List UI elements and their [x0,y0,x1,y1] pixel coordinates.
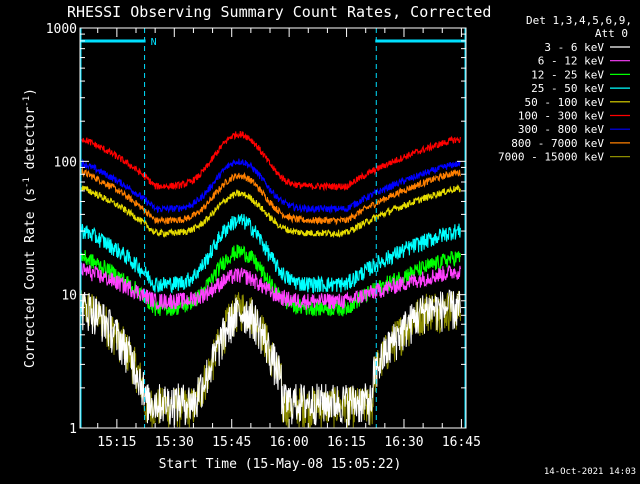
series-line [79,262,461,310]
series-line [79,289,461,426]
y-axis-label-part: ) [23,88,38,96]
y-axis-label: Corrected Count Rate (s-1 detector-1) [22,88,38,368]
generation-timestamp: 14-Oct-2021 14:03 [544,467,636,477]
x-tick-label: 15:45 [212,435,251,450]
legend-entry-label: 7000 - 15000 keV [498,151,604,164]
legend-entry-label: 12 - 25 keV [531,68,604,81]
legend-entry-label: 25 - 50 keV [531,82,604,95]
saa-label: N [151,37,157,48]
x-tick-label: 16:45 [442,435,481,450]
legend-entry-label: 3 - 6 keV [544,41,604,54]
legend-entry-label: 100 - 300 keV [518,110,604,123]
x-tick-label: 15:30 [155,435,194,450]
series-line [79,184,461,239]
y-axis-label-exponent: -1 [22,177,32,188]
series-line [79,158,461,214]
x-tick-label: 16:15 [327,435,366,450]
y-axis-label-part: detector [23,107,38,178]
x-axis-label: Start Time (15-May-08 15:05:22) [159,457,402,472]
legend-entry-label: 300 - 800 keV [518,123,604,136]
series-line [79,167,461,226]
y-tick-label: 100 [54,155,77,170]
legend-header-detectors: Det 1,3,4,5,6,9, [526,14,632,27]
chart-title: RHESSI Observing Summary Count Rates, Co… [67,3,491,21]
legend-entry-label: 800 - 7000 keV [511,137,604,150]
x-tick-label: 16:00 [270,435,309,450]
legend-entry-label: 6 - 12 keV [538,55,605,68]
series-line [79,213,461,294]
x-tick-label: 16:30 [384,435,423,450]
y-tick-label: 1000 [46,22,77,37]
plot-frame [79,27,467,429]
y-tick-label: 10 [61,289,77,304]
y-axis-label-part: Corrected Count Rate (s [23,188,38,368]
y-tick-label: 1 [69,422,77,437]
series-line [79,244,461,317]
y-axis-label-exponent: -1 [22,96,32,107]
legend-header-attenuator: Att 0 [595,27,628,40]
x-tick-label: 15:15 [97,435,136,450]
series-line [79,131,461,192]
legend-entry-label: 50 - 100 keV [525,96,605,109]
